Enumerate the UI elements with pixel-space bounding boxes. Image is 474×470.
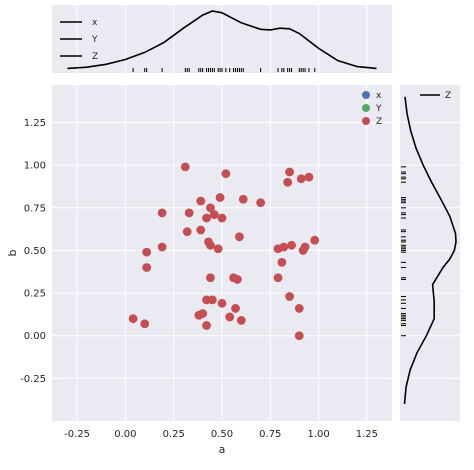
scatter-point	[202, 321, 211, 330]
right-marginal-legend: Z	[420, 91, 451, 101]
top-marginal-axes: xYZ	[52, 5, 392, 73]
scatter-point	[294, 331, 304, 341]
scatter-point	[140, 319, 150, 329]
scatter-point	[298, 246, 308, 255]
top-rug-marks	[132, 68, 316, 72]
scatter-point	[285, 292, 295, 301]
scatter-point	[213, 244, 223, 254]
legend-marker	[362, 117, 370, 125]
scatter-point	[231, 304, 240, 313]
scatter-point	[215, 193, 225, 202]
scatter-point	[142, 247, 152, 257]
top-marginal-legend: xYZ	[60, 18, 98, 62]
scatter-point	[217, 213, 227, 223]
scatter-point	[198, 309, 208, 318]
scatter-point	[206, 273, 215, 283]
scatter-point	[296, 174, 306, 184]
legend-label: x	[92, 18, 98, 28]
y-tick-label: 0.50	[24, 246, 46, 257]
legend-marker	[362, 91, 370, 99]
right-marginal-grid	[400, 122, 460, 379]
scatter-point	[207, 295, 217, 305]
legend-label: Z	[445, 91, 451, 101]
scatter-point	[157, 242, 167, 252]
scatter-point	[225, 312, 235, 322]
x-tick-label: 0.50	[211, 429, 233, 440]
y-tick-label: 1.25	[24, 118, 46, 129]
scatter-point	[217, 298, 227, 308]
x-tick-labels: -0.25 0.00 0.25 0.50 0.75 1.00 1.25	[64, 429, 378, 440]
scatter-point	[238, 194, 248, 204]
right-density-curve	[403, 96, 457, 404]
y-tick-label: -0.25	[20, 374, 46, 385]
scatter-point	[196, 196, 206, 206]
scatter-point	[273, 273, 283, 283]
legend-label: x	[376, 91, 382, 101]
main-legend: xYZ	[362, 91, 382, 127]
scatter-point	[180, 162, 190, 172]
x-tick-label: -0.25	[64, 429, 90, 440]
scatter-point	[294, 304, 304, 313]
scatter-point	[233, 275, 242, 284]
x-tick-label: 0.25	[163, 429, 185, 440]
x-tick-label: 0.00	[114, 429, 136, 440]
scatter-point	[234, 232, 244, 242]
x-tick-label: 0.75	[259, 429, 281, 440]
main-scatter-axes: -0.25 0.00 0.25 0.50 0.75 1.00 1.25 -0.25 0.00 0…	[6, 85, 392, 456]
top-density-curve	[67, 10, 377, 70]
scatter-point	[279, 242, 289, 252]
scatter-points	[128, 162, 320, 341]
scatter-point	[182, 227, 192, 237]
scatter-point	[184, 208, 194, 218]
y-tick-labels: -0.25 0.00 0.25 0.50 0.75 1.00 1.25	[20, 118, 46, 385]
right-rug-marks	[401, 166, 406, 337]
x-tick-label: 1.25	[356, 429, 378, 440]
scatter-point	[202, 213, 211, 223]
legend-label: Y	[375, 104, 382, 114]
scatter-point	[196, 225, 206, 235]
scatter-point	[287, 240, 296, 250]
scatter-point	[206, 203, 215, 213]
scatter-point	[221, 169, 231, 179]
right-marginal-area	[400, 85, 460, 421]
scatter-point	[304, 172, 314, 182]
scatter-point	[283, 177, 293, 187]
scatter-point	[277, 257, 287, 267]
top-marginal-grid	[76, 5, 368, 73]
x-tick-label: 1.00	[307, 429, 329, 440]
y-axis-label: b	[6, 249, 19, 256]
legend-marker	[362, 104, 370, 112]
legend-label: Z	[92, 52, 98, 62]
legend-label: Z	[376, 117, 382, 127]
y-tick-label: 0.25	[24, 289, 46, 300]
right-marginal-axes: Z	[400, 85, 460, 421]
y-tick-label: 0.00	[24, 331, 46, 342]
scatter-point	[157, 208, 167, 218]
x-axis-label: a	[219, 443, 226, 456]
scatter-point	[285, 167, 295, 177]
y-tick-label: 1.00	[24, 161, 46, 172]
scatter-point	[142, 263, 152, 272]
scatter-point	[128, 314, 138, 324]
scatter-point	[256, 198, 266, 208]
scatter-point	[236, 315, 246, 325]
scatter-point	[206, 240, 215, 250]
y-tick-label: 0.75	[24, 203, 46, 214]
legend-label: Y	[91, 35, 98, 45]
scatter-point	[209, 210, 219, 220]
scatter-point	[310, 235, 320, 245]
